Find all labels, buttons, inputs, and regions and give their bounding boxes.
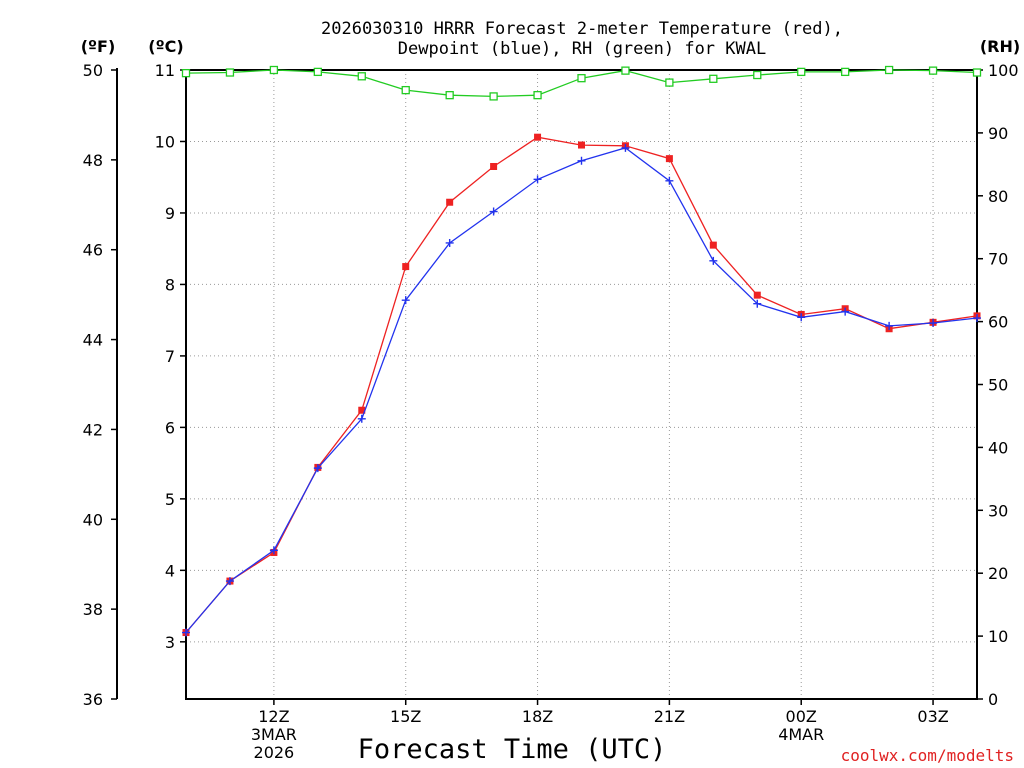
x-tick-label: 15Z [390,707,421,726]
rh-line [185,69,978,98]
temperature-point [402,263,410,271]
rh-point [269,65,279,75]
rh-point [928,66,938,75]
dewpoint-point [797,313,806,322]
rh-tick-label: 60 [988,313,1008,332]
dewpoint-point [709,256,718,265]
dewpoint-point [182,628,190,637]
rh-tick-label: 20 [988,564,1008,583]
rh-point [357,72,366,81]
rh-point [533,91,542,100]
x-tick-label: 00Z [786,707,817,726]
dewpoint-point [885,321,894,330]
rh-point [841,67,850,77]
rh-point [489,92,498,101]
rh-point [445,91,454,100]
rh-point [972,68,982,77]
fahrenheit-tick-label: 50 [83,61,103,80]
celsius-tick-label: 7 [165,347,175,366]
rh-point [621,66,630,75]
celsius-tick-label: 8 [165,275,175,294]
credit-text: coolwx.com/modelts [841,746,1014,765]
rh-point [884,65,894,75]
dewpoint-point [753,299,762,308]
tick-labels: 3 4 5 6 7 8 9 10 11 36 38 40 42 44 46 48 50 0 10 20 30 40 50 60… [83,61,1019,762]
rh-point [181,68,191,78]
rh-tick-label: 0 [988,690,998,709]
dewpoint-point [929,319,938,328]
celsius-tick-label: 11 [155,61,175,80]
dewpoint-point [401,296,410,305]
dewpoint-point [841,307,850,316]
rh-tick-label: 90 [988,124,1008,143]
rh-tick-label: 30 [988,501,1008,520]
rh-tick-label: 50 [988,376,1008,395]
data-series [181,65,982,637]
x-tick-label: 21Z [654,707,685,726]
temperature-point [358,406,366,414]
dewpoint-point [357,414,366,423]
fahrenheit-tick-label: 46 [83,241,103,260]
fahrenheit-tick-label: 48 [83,151,103,170]
celsius-unit-label: (ºC) [148,37,183,56]
rh-point [753,70,762,80]
rh-unit-label: (RH) [980,37,1020,56]
celsius-tick-label: 9 [165,204,175,223]
temperature-point [578,141,585,149]
rh-tick-label: 10 [988,627,1008,646]
rh-tick-label: 70 [988,250,1008,269]
temperature-point [709,241,717,249]
chart-title-line-2: Dewpoint (blue), RH (green) for KWAL [398,39,766,59]
x-tick-label: 12Z [258,707,289,726]
x-tick-label: 18Z [522,707,553,726]
rh-point [225,68,235,77]
dewpoint-line [185,147,978,633]
celsius-tick-label: 4 [165,561,175,580]
temperature-point [446,198,454,206]
x-tick-label: 4MAR [778,725,824,744]
celsius-tick-label: 5 [165,490,175,509]
dewpoint-point [445,238,454,247]
rh-point [797,67,806,77]
rh-point [577,74,586,83]
fahrenheit-unit-label: (ºF) [81,37,116,56]
dewpoint-point [313,464,322,473]
temperature-line [185,136,978,633]
rh-tick-label: 100 [988,61,1019,80]
rh-point [709,74,718,83]
dewpoint-point [665,176,674,185]
temperature-point [753,291,761,299]
rh-point [665,78,674,87]
fahrenheit-tick-label: 36 [83,690,103,709]
dewpoint-point [533,175,542,184]
axes [111,68,983,705]
dewpoint-point [973,314,981,323]
temperature-point [665,155,673,163]
temperature-point [534,133,542,141]
fahrenheit-tick-label: 42 [83,420,103,439]
celsius-tick-label: 10 [155,132,175,151]
temperature-point [490,162,498,170]
dewpoint-point [269,546,278,555]
rh-tick-label: 80 [988,187,1008,206]
fahrenheit-tick-label: 40 [83,510,103,529]
grid-lines [186,69,977,699]
rh-point [401,85,410,95]
dewpoint-point [577,156,586,165]
fahrenheit-tick-label: 44 [83,331,103,350]
fahrenheit-tick-label: 38 [83,600,103,619]
dewpoint-point [489,207,498,216]
celsius-tick-label: 6 [165,418,175,437]
rh-point [313,67,322,77]
chart-title-line-1: 2026030310 HRRR Forecast 2-meter Tempera… [321,19,843,39]
dewpoint-point [621,143,630,152]
x-tick-label: 3MAR [251,725,297,744]
x-tick-label: 03Z [917,707,948,726]
dewpoint-point [225,577,234,586]
rh-tick-label: 40 [988,438,1008,457]
x-tick-label: 2026 [254,743,295,762]
celsius-tick-label: 3 [165,633,175,652]
x-axis-label: Forecast Time (UTC) [358,734,667,765]
